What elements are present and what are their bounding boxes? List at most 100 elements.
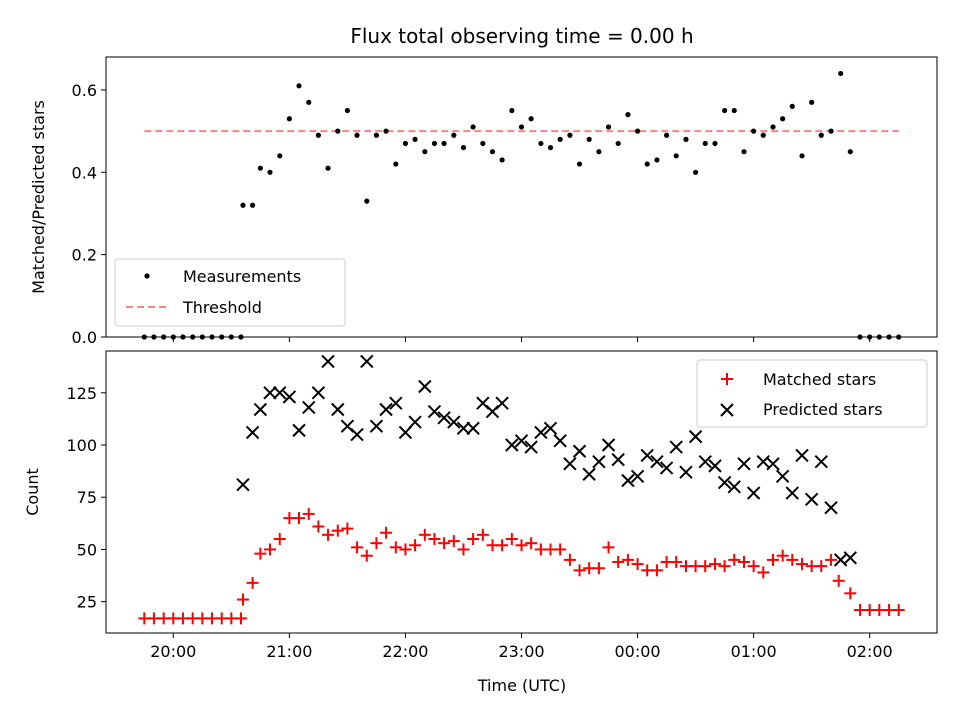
predicted-star-point [466,421,480,435]
matched-star-point [612,555,625,568]
predicted-star-point [708,459,722,473]
matched-star-point [399,543,412,556]
predicted-star-point [804,492,819,507]
predicted-star-point [785,486,799,500]
predicted-star-point [282,390,297,404]
measurement-point [470,124,476,130]
matched-star-point [796,558,809,571]
measurement-point [557,136,563,142]
measurement-point [277,153,283,159]
matched-legend-marker [721,373,733,385]
bottom-x-tick-label: 01:00 [731,642,777,661]
measurement-point [596,149,602,155]
measurement-point [818,132,824,138]
predicted-star-point [331,402,345,417]
predicted-star-point [592,455,606,469]
matched-star-point [293,512,306,525]
predicted-star-point [253,402,268,417]
predicted-star-point [350,427,364,442]
matched-star-point [234,612,247,625]
measurement-point [431,140,438,147]
measurement-point [306,99,312,105]
measurement-point [354,132,360,138]
matched-star-point [263,543,276,556]
measurement-point [528,116,534,122]
measurement-point [480,140,486,147]
bottom-x-tick-label: 20:00 [150,642,196,661]
matched-star-point [728,553,741,566]
predicted-star-point [408,415,422,429]
matched-star-point [515,539,528,552]
bottom-y-axis-label: Count [23,468,42,516]
bottom-x-tick-label: 22:00 [382,642,428,661]
bottom-y-ticks: 25 50 75 100 125 [66,384,106,612]
bottom-x-ticks: 20:00 21:00 22:00 23:00 00:00 01:00 02:00 [150,633,893,661]
predicted-star-point [514,434,529,448]
matched-star-point [592,562,605,575]
measurement-point [451,132,457,138]
measurement-point [240,202,246,208]
measurement-point [499,157,505,163]
predicted-star-point [398,425,413,440]
measurement-point [393,161,399,167]
bottom-legend-box [696,359,928,428]
measurement-point [364,198,370,204]
matched-star-point [331,524,344,537]
matched-star-point [650,564,663,577]
bottom-legend: Matched stars Predicted stars [696,359,928,428]
bottom-x-tick-label: 00:00 [615,642,661,661]
measurement-point [644,161,650,167]
matched-star-point [563,553,576,566]
matched-star-point [708,558,721,571]
predicted-star-point [563,457,577,471]
matched-star-point [389,541,402,554]
measurement-point [460,144,467,151]
bottom-y-tick-label: 25 [77,593,97,612]
matched-star-point [631,558,644,571]
matched-star-point [554,543,567,556]
measurement-point [847,149,853,155]
measurement-point [538,140,544,147]
measurement-point [838,70,844,77]
predicted-star-point [302,400,316,415]
top-y-tick-label: 0.6 [72,81,97,100]
predicted-star-point [601,438,616,452]
measurement-point [683,136,689,142]
matched-star-point [621,553,634,566]
top-legend-box [114,258,346,327]
predicted-star-point [679,465,693,479]
matched-star-point [786,553,799,566]
matched-star-point [832,574,845,587]
predicted-star-point [727,480,741,494]
matched-star-point [505,533,518,545]
measurement-point [663,132,670,138]
measurement-point [751,128,757,134]
predicted-stars-layer [236,354,858,567]
predicted-star-point [263,386,277,400]
bottom-panel: 25 50 75 100 125 20:00 21:00 22:00 23:00 00:00 01… [23,350,938,695]
predicted-star-point [236,477,250,492]
predicted-star-point [456,421,471,435]
bottom-y-tick-label: 125 [66,384,97,403]
matched-star-point [447,535,460,548]
matched-star-point [351,541,364,554]
measurement-point [809,99,815,105]
predicted-star-point [543,421,558,435]
top-y-tick-label: 0.0 [72,328,97,347]
matched-star-point [844,587,857,600]
measurement-point [828,128,834,134]
predicted-star-point [775,469,790,484]
predicted-star-point [650,455,664,469]
predicted-star-point [321,354,335,369]
matched-star-point [757,566,770,579]
measurement-point [315,132,321,138]
measurements-legend-marker [144,273,150,279]
measurement-point [634,128,641,134]
bottom-y-tick-label: 100 [66,436,97,455]
predicted-star-point [427,404,442,419]
measurement-point [712,140,718,147]
matched-star-point [418,528,431,541]
matched-star-point [767,553,780,566]
measurement-point [741,149,747,155]
matched-star-point [246,576,259,589]
